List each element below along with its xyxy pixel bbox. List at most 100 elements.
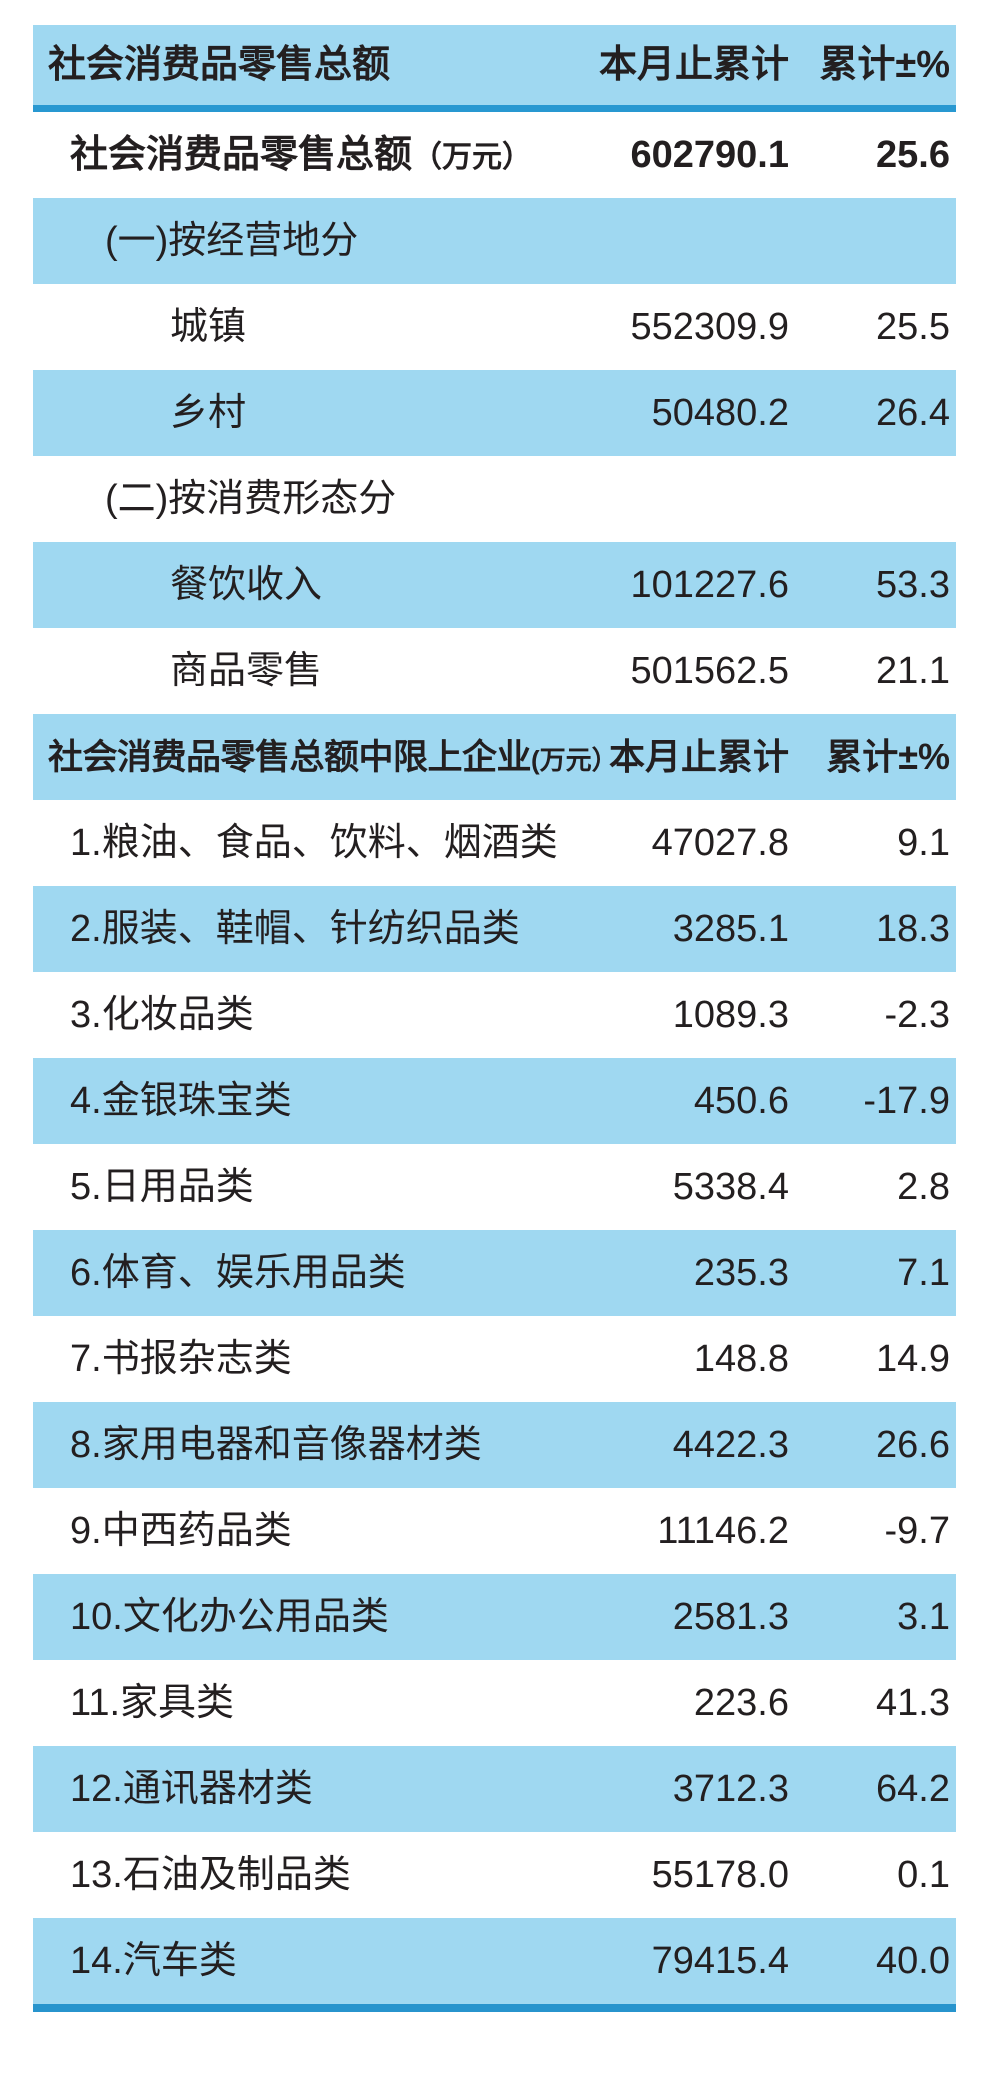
row-cumulative-value: 55178.0: [651, 1854, 789, 1896]
row-label: 10.文化办公用品类: [48, 1598, 559, 1636]
row-pct-value: 2.8: [897, 1166, 950, 1208]
row-pct-value: 18.3: [876, 908, 950, 950]
header-enterprise-unit: (万元）: [531, 744, 618, 775]
row-cumulative-value: 235.3: [693, 1252, 789, 1294]
row-label-text: 9.中西药品类: [70, 1510, 292, 1552]
row-cumulative-value: 3712.3: [672, 1768, 789, 1810]
header-enterprise-title: 社会消费品零售总额中限上企业(万元）: [48, 737, 618, 777]
table-row: 8.家用电器和音像器材类 4422.3 26.6: [33, 1402, 956, 1488]
header-enterprise-col-cumulative: 本月止累计: [608, 736, 789, 777]
row-cumulative-value: 148.8: [693, 1338, 789, 1380]
row-label-text: 11.家具类: [70, 1682, 235, 1724]
row-pct-value: 40.0: [876, 1940, 950, 1982]
row-label: 社会消费品零售总额（万元）: [48, 136, 559, 174]
row-label: 乡村: [48, 394, 559, 432]
row-label: 8.家用电器和音像器材类: [48, 1426, 559, 1464]
header-enterprise-title-text: 社会消费品零售总额中限上企业: [48, 737, 532, 777]
table-row: 11.家具类 223.6 41.3: [33, 1660, 956, 1746]
table-row: 10.文化办公用品类 2581.3 3.1: [33, 1574, 956, 1660]
table-row: 5.日用品类 5338.4 2.8: [33, 1144, 956, 1230]
row-cumulative-value: 2581.3: [672, 1596, 789, 1638]
row-label: (二)按消费形态分: [48, 480, 559, 518]
row-label-text: (一)按经营地分: [105, 220, 359, 262]
row-pct-value: 7.1: [897, 1252, 950, 1294]
row-label: 9.中西药品类: [48, 1512, 559, 1550]
row-label: 2.服装、鞋帽、针纺织品类: [48, 910, 559, 948]
header-main-col-pct: 累计±%: [819, 44, 950, 86]
row-label-text: 餐饮收入: [170, 564, 323, 606]
table-row: 9.中西药品类 11146.2 -9.7: [33, 1488, 956, 1574]
row-pct-value: 53.3: [876, 564, 950, 606]
row-cumulative-value: 552309.9: [630, 306, 790, 348]
row-label: 3.化妆品类: [48, 996, 559, 1034]
row-cumulative-value: 3285.1: [672, 908, 789, 950]
row-pct-value: 26.6: [876, 1424, 950, 1466]
row-pct-value: 26.4: [876, 392, 950, 434]
row-label-text: 1.粮油、食品、饮料、烟酒类: [70, 822, 558, 864]
overview-rows-section: 社会消费品零售总额（万元） 602790.1 25.6 (一)按经营地分 城镇 …: [33, 112, 956, 714]
row-label: 餐饮收入: [48, 566, 559, 604]
row-label-text: 3.化妆品类: [70, 994, 254, 1036]
table-row: (二)按消费形态分: [33, 456, 956, 542]
row-pct-value: 41.3: [876, 1682, 950, 1724]
row-label-text: 4.金银珠宝类: [70, 1080, 292, 1122]
table-row: 商品零售 501562.5 21.1: [33, 628, 956, 714]
row-pct-value: 0.1: [897, 1854, 950, 1896]
row-label-text: (二)按消费形态分: [105, 478, 397, 520]
row-cumulative-value: 4422.3: [672, 1424, 789, 1466]
row-label-text: 14.汽车类: [70, 1940, 237, 1982]
row-label: 13.石油及制品类: [48, 1856, 559, 1894]
row-label-text: 12.通讯器材类: [70, 1768, 313, 1810]
row-cumulative-value: 47027.8: [651, 822, 789, 864]
row-pct-value: 64.2: [876, 1768, 950, 1810]
row-cumulative-value: 1089.3: [672, 994, 789, 1036]
row-cumulative-value: 11146.2: [657, 1510, 789, 1552]
row-label-text: 10.文化办公用品类: [70, 1596, 389, 1638]
table-row: 2.服装、鞋帽、针纺织品类 3285.1 18.3: [33, 886, 956, 972]
row-label-text: 8.家用电器和音像器材类: [70, 1424, 482, 1466]
table-row: 社会消费品零售总额（万元） 602790.1 25.6: [33, 112, 956, 198]
row-label: (一)按经营地分: [48, 222, 559, 260]
row-label-text: 13.石油及制品类: [70, 1854, 351, 1896]
row-label: 城镇: [48, 308, 559, 346]
row-label-text: 商品零售: [170, 650, 323, 692]
retail-stats-table: 社会消费品零售总额 本月止累计 累计±% 社会消费品零售总额（万元） 60279…: [33, 25, 956, 2012]
table-header-enterprise: 社会消费品零售总额中限上企业(万元） 本月止累计 累计±%: [33, 714, 956, 800]
table-row: 餐饮收入 101227.6 53.3: [33, 542, 956, 628]
header-main-title: 社会消费品零售总额: [48, 44, 391, 86]
header-enterprise-col-pct: 累计±%: [826, 736, 950, 777]
row-pct-value: 14.9: [876, 1338, 950, 1380]
row-cumulative-value: 50480.2: [651, 392, 789, 434]
row-cumulative-value: 5338.4: [672, 1166, 789, 1208]
row-label: 商品零售: [48, 652, 559, 690]
enterprise-rows-section: 1.粮油、食品、饮料、烟酒类 47027.8 9.1 2.服装、鞋帽、针纺织品类…: [33, 800, 956, 2004]
table-row: 12.通讯器材类 3712.3 64.2: [33, 1746, 956, 1832]
table-row: 13.石油及制品类 55178.0 0.1: [33, 1832, 956, 1918]
row-label-text: 社会消费品零售总额: [70, 134, 413, 176]
row-label: 14.汽车类: [48, 1942, 559, 1980]
table-row: 4.金银珠宝类 450.6 -17.9: [33, 1058, 956, 1144]
row-label-text: 城镇: [170, 306, 247, 348]
table-row: (一)按经营地分: [33, 198, 956, 284]
table-row: 14.汽车类 79415.4 40.0: [33, 1918, 956, 2004]
row-label-text: 5.日用品类: [70, 1166, 254, 1208]
row-label: 4.金银珠宝类: [48, 1082, 559, 1120]
row-pct-value: 9.1: [897, 822, 950, 864]
table-header-main: 社会消费品零售总额 本月止累计 累计±%: [33, 25, 956, 105]
row-label-text: 乡村: [170, 392, 247, 434]
row-label: 6.体育、娱乐用品类: [48, 1254, 559, 1292]
row-pct-value: -2.3: [884, 994, 950, 1036]
row-cumulative-value: 223.6: [693, 1682, 789, 1724]
row-label: 7.书报杂志类: [48, 1340, 559, 1378]
row-pct-value: 3.1: [897, 1596, 950, 1638]
row-cumulative-value: 79415.4: [651, 1940, 789, 1982]
row-label-text: 6.体育、娱乐用品类: [70, 1252, 406, 1294]
row-pct-value: 25.5: [876, 306, 950, 348]
row-cumulative-value: 602790.1: [630, 134, 790, 176]
table-row: 7.书报杂志类 148.8 14.9: [33, 1316, 956, 1402]
row-label-text: 2.服装、鞋帽、针纺织品类: [70, 908, 520, 950]
table-row: 3.化妆品类 1089.3 -2.3: [33, 972, 956, 1058]
table-row: 乡村 50480.2 26.4: [33, 370, 956, 456]
table-row: 1.粮油、食品、饮料、烟酒类 47027.8 9.1: [33, 800, 956, 886]
table-row: 城镇 552309.9 25.5: [33, 284, 956, 370]
